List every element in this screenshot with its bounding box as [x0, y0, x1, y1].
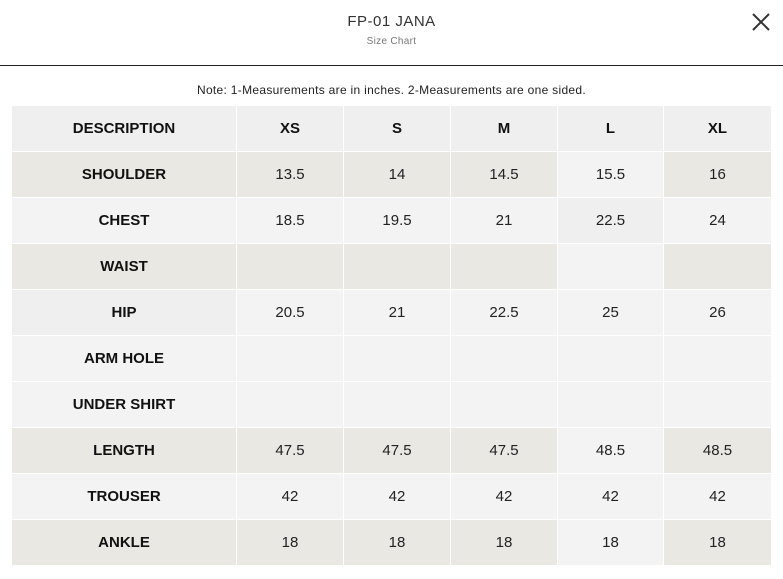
column-header: L: [557, 105, 664, 152]
table-cell: 48.5: [663, 427, 772, 474]
table-cell: 42: [236, 473, 344, 520]
row-label: SHOULDER: [11, 151, 237, 198]
table-cell: 15.5: [557, 151, 664, 198]
table-cell: 47.5: [450, 427, 558, 474]
table-row: SHOULDER 13.5 14 14.5 15.5 16: [11, 151, 772, 198]
table-cell: 47.5: [343, 427, 451, 474]
table-cell: [663, 381, 772, 428]
table-cell: [557, 243, 664, 290]
row-label: UNDER SHIRT: [11, 381, 237, 428]
close-icon: [752, 13, 770, 31]
table-row: LENGTH 47.5 47.5 47.5 48.5 48.5: [11, 427, 772, 474]
table-cell: 25: [557, 289, 664, 336]
size-chart-table: DESCRIPTION XS S M L XL SHOULDER 13.5 14…: [11, 105, 772, 566]
row-label: CHEST: [11, 197, 237, 244]
table-row: ANKLE 18 18 18 18 18: [11, 519, 772, 566]
close-button[interactable]: [749, 10, 773, 34]
modal-header: FP-01 JANA Size Chart: [0, 0, 783, 66]
row-label: HIP: [11, 289, 237, 336]
column-header: XL: [663, 105, 772, 152]
table-cell: [343, 243, 451, 290]
table-cell: 48.5: [557, 427, 664, 474]
row-label: ANKLE: [11, 519, 237, 566]
measurement-note: Note: 1-Measurements are in inches. 2-Me…: [196, 83, 586, 97]
page-title: FP-01 JANA: [347, 13, 436, 30]
table-cell: 14.5: [450, 151, 558, 198]
table-cell: [343, 335, 451, 382]
row-label: ARM HOLE: [11, 335, 237, 382]
table-cell: 26: [663, 289, 772, 336]
row-label: TROUSER: [11, 473, 237, 520]
table-cell: 21: [343, 289, 451, 336]
table-cell: 42: [557, 473, 664, 520]
row-label: LENGTH: [11, 427, 237, 474]
table-cell: 18: [663, 519, 772, 566]
table-cell: [343, 381, 451, 428]
table-cell: 18: [557, 519, 664, 566]
table-cell: 20.5: [236, 289, 344, 336]
table-cell: [450, 243, 558, 290]
table-cell: 18.5: [236, 197, 344, 244]
table-cell: 21: [450, 197, 558, 244]
table-cell: 22.5: [557, 197, 664, 244]
table-row: TROUSER 42 42 42 42 42: [11, 473, 772, 520]
table-cell: [236, 243, 344, 290]
table-cell: [236, 335, 344, 382]
table-cell: 42: [450, 473, 558, 520]
column-header: XS: [236, 105, 344, 152]
row-label: WAIST: [11, 243, 237, 290]
table-cell: [663, 335, 772, 382]
table-cell: [557, 381, 664, 428]
table-row: ARM HOLE: [11, 335, 772, 382]
table-cell: 18: [343, 519, 451, 566]
table-cell: 22.5: [450, 289, 558, 336]
table-cell: 47.5: [236, 427, 344, 474]
table-cell: 19.5: [343, 197, 451, 244]
table-cell: [663, 243, 772, 290]
table-row: CHEST 18.5 19.5 21 22.5 24: [11, 197, 772, 244]
table-cell: [450, 335, 558, 382]
table-header-row: DESCRIPTION XS S M L XL: [11, 105, 772, 152]
table-cell: [236, 381, 344, 428]
page-subtitle: Size Chart: [366, 36, 417, 47]
table-cell: 14: [343, 151, 451, 198]
table-cell: 13.5: [236, 151, 344, 198]
table-cell: 16: [663, 151, 772, 198]
table-cell: 18: [450, 519, 558, 566]
table-cell: 42: [663, 473, 772, 520]
table-cell: 18: [236, 519, 344, 566]
table-cell: 42: [343, 473, 451, 520]
table-cell: [557, 335, 664, 382]
column-header: S: [343, 105, 451, 152]
column-header: DESCRIPTION: [11, 105, 237, 152]
table-cell: [450, 381, 558, 428]
column-header: M: [450, 105, 558, 152]
table-cell: 24: [663, 197, 772, 244]
table-row: HIP 20.5 21 22.5 25 26: [11, 289, 772, 336]
table-row: WAIST: [11, 243, 772, 290]
table-row: UNDER SHIRT: [11, 381, 772, 428]
